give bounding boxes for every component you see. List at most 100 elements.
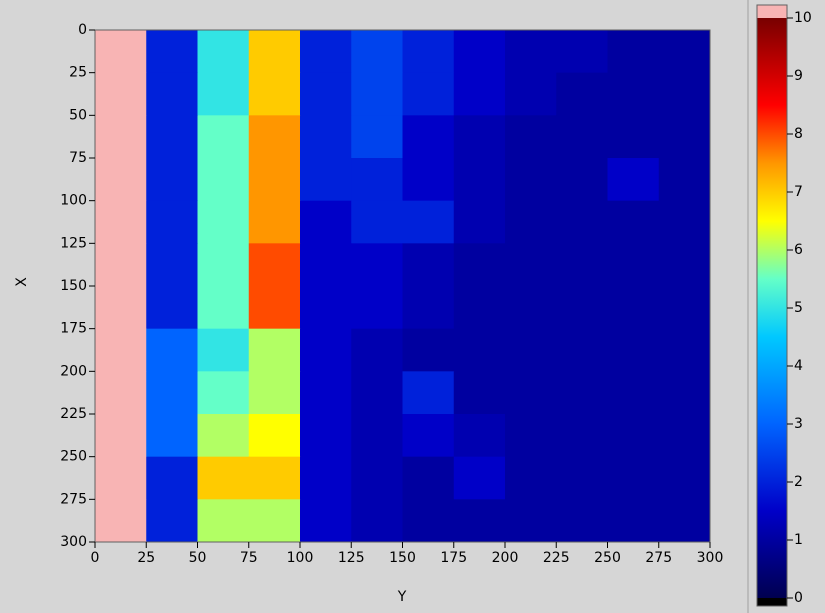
y-axis-label: X: [14, 277, 30, 287]
heat-cell: [351, 72, 403, 116]
x-tick-label: 100: [287, 550, 314, 566]
heat-cell: [556, 243, 608, 287]
colorbar-tick-label: 7: [794, 184, 803, 200]
x-tick-label: 125: [338, 550, 365, 566]
heat-cell: [248, 200, 301, 244]
heat-cell: [505, 72, 557, 116]
heat-cell: [556, 72, 608, 116]
heat-cell: [607, 328, 660, 372]
colorbar-tick-label: 0: [794, 590, 803, 606]
heat-cell: [402, 200, 455, 244]
heat-cell: [658, 30, 711, 74]
heat-cell: [402, 371, 455, 415]
colorbar-frame: [756, 4, 788, 607]
colorbar-tick-label: 10: [794, 10, 812, 26]
heat-cell: [556, 499, 608, 543]
heat-cell: [248, 371, 301, 415]
heat-cell: [300, 243, 352, 287]
heat-cell: [658, 328, 711, 372]
heat-cell: [658, 286, 711, 330]
colorbar-tick-label: 3: [794, 416, 803, 432]
y-tick-label: 25: [69, 65, 87, 81]
heat-cell: [351, 499, 403, 543]
y-tick-label: 175: [60, 321, 87, 337]
heat-cell: [248, 456, 301, 500]
heat-cell: [607, 499, 660, 543]
heat-cell: [197, 328, 250, 372]
heat-cell: [146, 30, 198, 74]
heat-cell: [351, 115, 403, 159]
x-tick-label: 0: [91, 550, 100, 566]
heat-cell: [300, 72, 352, 116]
heat-cell: [197, 371, 250, 415]
x-tick-label: 50: [189, 550, 207, 566]
heat-cell: [248, 243, 301, 287]
heat-cell: [95, 30, 147, 74]
colorbar: [757, 18, 787, 598]
heat-cell: [300, 371, 352, 415]
heat-cell: [607, 72, 660, 116]
heat-cell: [197, 499, 250, 543]
heat-cell: [556, 115, 608, 159]
heat-cell: [95, 414, 147, 458]
heat-cell: [658, 371, 711, 415]
heat-cell: [453, 456, 506, 500]
heat-cell: [607, 286, 660, 330]
heat-cell: [146, 72, 198, 116]
heat-cell: [248, 328, 301, 372]
heat-cell: [658, 115, 711, 159]
heat-cell: [505, 286, 557, 330]
heat-cell: [402, 72, 455, 116]
heat-cell: [248, 30, 301, 74]
heat-cell: [351, 286, 403, 330]
heat-cell: [402, 30, 455, 74]
heat-cell: [505, 115, 557, 159]
heat-cell: [351, 30, 403, 74]
heat-cell: [402, 414, 455, 458]
x-tick-label: 300: [697, 550, 724, 566]
y-tick-label: 275: [60, 491, 87, 507]
heat-cell: [607, 158, 660, 202]
heat-cell: [146, 414, 198, 458]
heat-cell: [197, 456, 250, 500]
heat-cell: [146, 371, 198, 415]
heat-cell: [505, 414, 557, 458]
x-tick-label: 150: [389, 550, 416, 566]
y-tick-label: 300: [60, 534, 87, 550]
heat-cell: [658, 456, 711, 500]
heat-cell: [351, 371, 403, 415]
x-tick-label: 250: [594, 550, 621, 566]
heat-cell: [197, 158, 250, 202]
heat-cell: [658, 200, 711, 244]
heat-cell: [197, 72, 250, 116]
heat-cell: [146, 286, 198, 330]
colorbar-tick-label: 1: [794, 532, 803, 548]
x-axis-label: Y: [397, 589, 407, 605]
heat-cell: [197, 414, 250, 458]
heat-cell: [453, 328, 506, 372]
heat-cell: [402, 158, 455, 202]
heat-cell: [300, 456, 352, 500]
heat-cell: [556, 328, 608, 372]
x-tick-label: 200: [492, 550, 519, 566]
y-tick-label: 125: [60, 235, 87, 251]
heat-cell: [248, 414, 301, 458]
heat-cell: [146, 243, 198, 287]
heat-cell: [402, 328, 455, 372]
heat-cell: [248, 115, 301, 159]
colorbar-tick-label: 8: [794, 126, 803, 142]
x-tick-label: 25: [137, 550, 155, 566]
heat-cell: [505, 30, 557, 74]
heat-cell: [351, 243, 403, 287]
heat-cell: [351, 158, 403, 202]
heat-cell: [607, 414, 660, 458]
heat-cell: [607, 371, 660, 415]
heat-cell: [197, 30, 250, 74]
colorbar-tick-label: 4: [794, 358, 803, 374]
heat-cell: [95, 72, 147, 116]
y-tick-label: 50: [69, 107, 87, 123]
y-tick-label: 200: [60, 363, 87, 379]
heat-cell: [607, 456, 660, 500]
heat-cell: [146, 200, 198, 244]
